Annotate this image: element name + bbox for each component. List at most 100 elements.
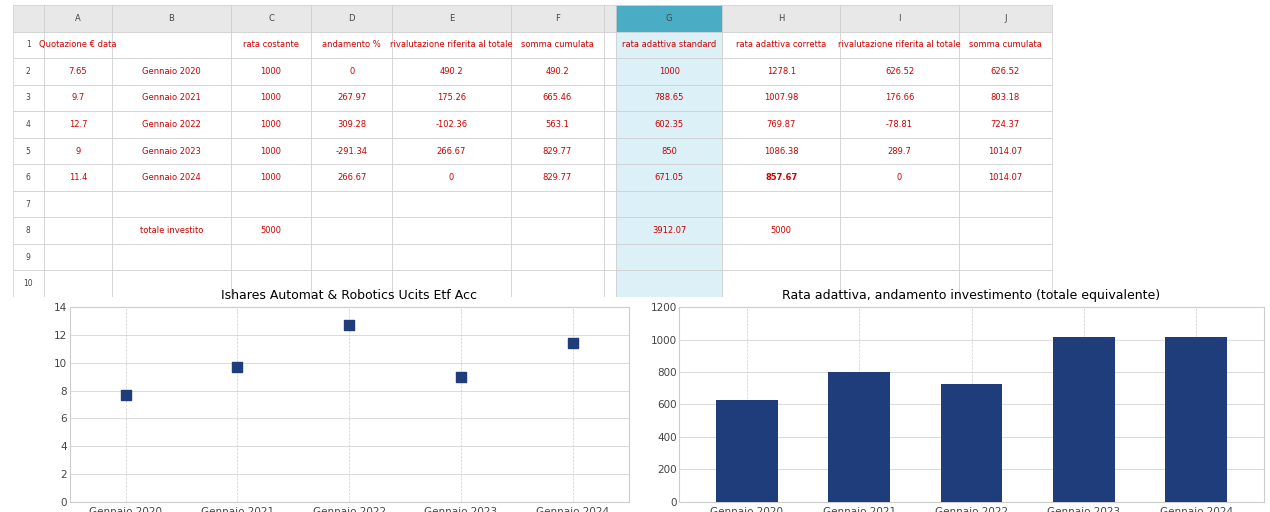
Bar: [511, 270, 605, 297]
Bar: [43, 58, 112, 84]
Bar: [959, 111, 1052, 138]
Text: 5000: 5000: [771, 226, 791, 235]
Bar: [13, 191, 43, 218]
Text: Gennaio 2022: Gennaio 2022: [142, 120, 201, 129]
Text: 665.46: 665.46: [542, 94, 572, 102]
Bar: [959, 164, 1052, 191]
Bar: [112, 138, 231, 164]
Text: rata adattiva corretta: rata adattiva corretta: [737, 40, 827, 50]
Text: 1: 1: [25, 40, 30, 50]
Text: Quotazione € data: Quotazione € data: [39, 40, 117, 50]
Text: somma cumulata: somma cumulata: [969, 40, 1041, 50]
Bar: [511, 218, 605, 244]
Bar: [43, 270, 112, 297]
Bar: [311, 191, 392, 218]
Bar: [723, 5, 841, 32]
Bar: [112, 58, 231, 84]
Text: andamento %: andamento %: [323, 40, 381, 50]
Bar: [13, 218, 43, 244]
Bar: [13, 5, 43, 32]
Text: 0: 0: [897, 173, 902, 182]
Bar: [959, 270, 1052, 297]
Bar: [392, 191, 511, 218]
Bar: [723, 270, 841, 297]
Bar: [723, 32, 841, 58]
Bar: [230, 58, 311, 84]
Text: A: A: [75, 14, 81, 23]
Bar: [841, 32, 959, 58]
Text: 850: 850: [662, 146, 677, 156]
Bar: [230, 32, 311, 58]
Bar: [959, 84, 1052, 111]
Bar: [112, 84, 231, 111]
Text: 490.2: 490.2: [545, 67, 569, 76]
Bar: [511, 138, 605, 164]
Text: 7.65: 7.65: [69, 67, 88, 76]
Bar: [311, 32, 392, 58]
Text: 563.1: 563.1: [545, 120, 569, 129]
Text: 4: 4: [25, 120, 30, 129]
Bar: [230, 244, 311, 270]
Bar: [511, 164, 605, 191]
Bar: [392, 164, 511, 191]
Bar: [43, 84, 112, 111]
Text: 12.7: 12.7: [69, 120, 88, 129]
Text: 1000: 1000: [659, 67, 679, 76]
Bar: [112, 32, 231, 58]
Bar: [311, 84, 392, 111]
Text: rata costante: rata costante: [243, 40, 298, 50]
Text: 0: 0: [448, 173, 455, 182]
Bar: [616, 84, 723, 111]
Bar: [311, 5, 392, 32]
Bar: [392, 84, 511, 111]
Bar: [511, 84, 605, 111]
Bar: [605, 5, 616, 32]
Bar: [43, 138, 112, 164]
Bar: [959, 191, 1052, 218]
Bar: [959, 58, 1052, 84]
Bar: [13, 32, 43, 58]
Bar: [723, 244, 841, 270]
Text: 829.77: 829.77: [542, 146, 572, 156]
Bar: [112, 270, 231, 297]
Bar: [723, 164, 841, 191]
Text: 803.18: 803.18: [991, 94, 1020, 102]
Bar: [1166, 337, 1227, 502]
Bar: [392, 5, 511, 32]
Text: 1278.1: 1278.1: [767, 67, 796, 76]
Bar: [605, 138, 616, 164]
Bar: [112, 191, 231, 218]
Bar: [828, 372, 890, 502]
Bar: [13, 270, 43, 297]
Text: 267.97: 267.97: [338, 94, 367, 102]
Bar: [616, 270, 723, 297]
Bar: [392, 270, 511, 297]
Text: 602.35: 602.35: [654, 120, 683, 129]
Bar: [841, 138, 959, 164]
Bar: [941, 385, 1002, 502]
Text: Gennaio 2020: Gennaio 2020: [142, 67, 201, 76]
Bar: [311, 138, 392, 164]
Bar: [230, 191, 311, 218]
Text: 3912.07: 3912.07: [652, 226, 686, 235]
Bar: [230, 270, 311, 297]
Text: I: I: [898, 14, 900, 23]
Text: 176.66: 176.66: [885, 94, 914, 102]
Text: Gennaio 2021: Gennaio 2021: [142, 94, 201, 102]
Bar: [723, 58, 841, 84]
Text: 769.87: 769.87: [767, 120, 796, 129]
Text: 1000: 1000: [260, 146, 282, 156]
Bar: [230, 5, 311, 32]
Bar: [605, 191, 616, 218]
Bar: [841, 218, 959, 244]
Bar: [841, 111, 959, 138]
Bar: [311, 58, 392, 84]
Bar: [959, 5, 1052, 32]
Bar: [43, 32, 112, 58]
Bar: [43, 5, 112, 32]
Bar: [1053, 337, 1115, 502]
Point: [339, 321, 359, 329]
Bar: [723, 138, 841, 164]
Bar: [616, 164, 723, 191]
Bar: [841, 191, 959, 218]
